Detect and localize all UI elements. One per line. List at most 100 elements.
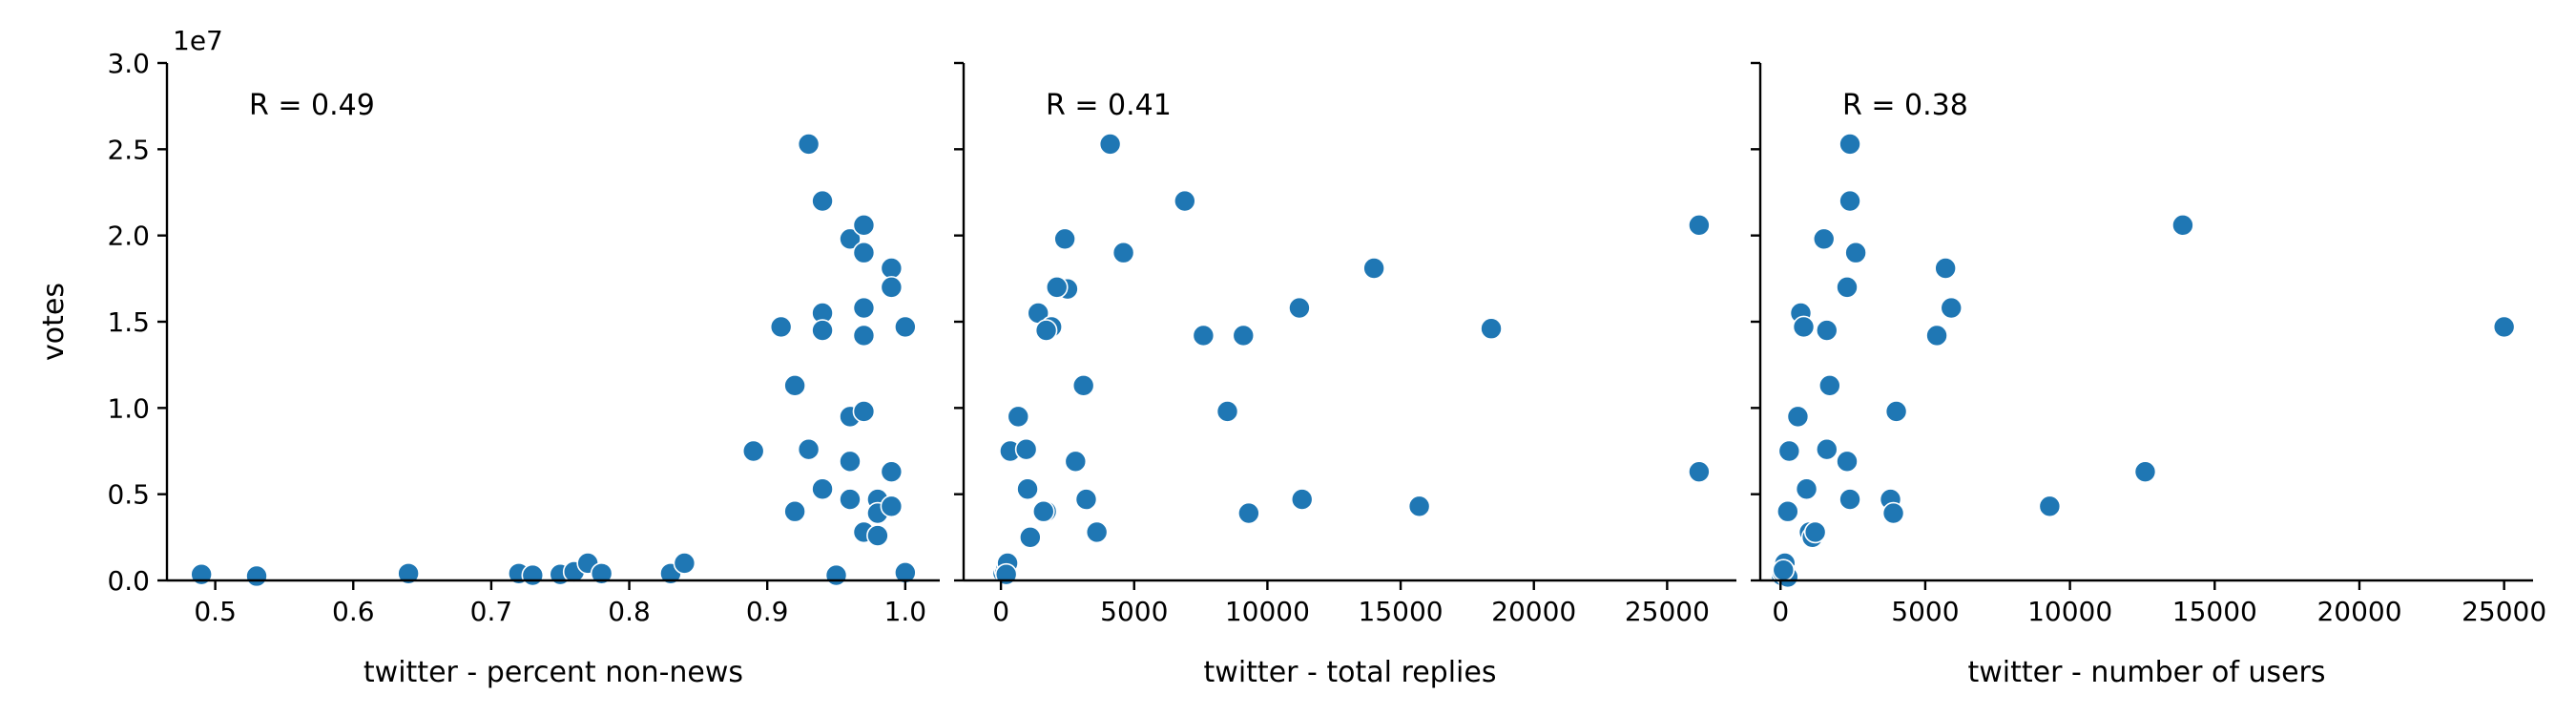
data-point bbox=[1940, 296, 1963, 320]
data-point bbox=[1290, 488, 1314, 511]
data-point bbox=[1034, 319, 1058, 342]
panel-3-points bbox=[1770, 133, 2516, 589]
data-point bbox=[852, 241, 876, 264]
data-point bbox=[1836, 450, 1859, 474]
x-tick-label: 1.0 bbox=[884, 596, 927, 627]
panels: 0.5 0.6 0.7 0.8 0.9 1.0 twitter - percent non-… bbox=[157, 61, 2546, 689]
data-point bbox=[1812, 227, 1836, 251]
x-tick-label: 25000 bbox=[2462, 596, 2546, 627]
data-point bbox=[1111, 241, 1135, 264]
data-point bbox=[783, 499, 806, 523]
x-tick-label: 10000 bbox=[1225, 596, 1310, 627]
x-axis-label: twitter - number of users bbox=[1968, 656, 2326, 689]
data-point bbox=[880, 495, 904, 518]
correlation-annotation: R = 0.41 bbox=[1046, 89, 1172, 122]
x-tick-label: 5000 bbox=[1891, 596, 1959, 627]
x-tick-label: 0.9 bbox=[746, 596, 789, 627]
x-tick-label: 0.5 bbox=[194, 596, 237, 627]
data-point bbox=[1031, 499, 1055, 523]
data-point bbox=[1839, 133, 1861, 156]
data-point bbox=[1014, 437, 1038, 461]
data-point bbox=[1815, 437, 1839, 461]
data-point bbox=[1777, 439, 1801, 463]
x-tick-label: 0.6 bbox=[332, 596, 375, 627]
data-point bbox=[2133, 460, 2157, 483]
data-point bbox=[1881, 501, 1905, 525]
data-point bbox=[673, 552, 696, 575]
x-tick-label: 20000 bbox=[1491, 596, 1576, 627]
data-point bbox=[1215, 400, 1239, 423]
data-point bbox=[811, 189, 834, 213]
data-point bbox=[1818, 374, 1841, 397]
data-point bbox=[839, 488, 862, 511]
data-point bbox=[190, 562, 213, 586]
y-axis-offset-text: 1e7 bbox=[173, 25, 223, 56]
data-point bbox=[1064, 450, 1088, 474]
x-axis-label: twitter - percent non-news bbox=[364, 656, 743, 689]
data-point bbox=[1192, 324, 1215, 347]
data-point bbox=[1688, 460, 1711, 483]
panel-2-points bbox=[991, 133, 1711, 586]
data-point bbox=[1934, 257, 1957, 280]
data-point bbox=[1839, 189, 1861, 213]
data-point bbox=[1098, 133, 1122, 156]
data-point bbox=[797, 437, 821, 461]
x-tick-label: 20000 bbox=[2316, 596, 2401, 627]
data-point bbox=[1688, 214, 1711, 237]
panel-3: 0 5000 10000 15000 20000 25000 twitter - numbe… bbox=[1751, 61, 2546, 689]
data-point bbox=[866, 524, 889, 547]
y-tick-label: 3.0 bbox=[107, 48, 150, 79]
data-point bbox=[852, 400, 876, 423]
y-tick-label: 2.0 bbox=[107, 221, 150, 252]
y-tick-group: 0.0 0.5 1.0 1.5 2.0 2.5 3.0 bbox=[107, 48, 150, 597]
data-point bbox=[1288, 296, 1311, 320]
data-point bbox=[590, 561, 613, 585]
data-point bbox=[994, 562, 1018, 586]
y-tick-label: 1.5 bbox=[107, 306, 150, 338]
data-point bbox=[1792, 315, 1816, 339]
data-point bbox=[769, 315, 793, 339]
panel-1: 0.5 0.6 0.7 0.8 0.9 1.0 twitter - percent non-… bbox=[157, 61, 940, 689]
x-tick-label: 0.8 bbox=[608, 596, 651, 627]
data-point bbox=[839, 227, 862, 251]
data-point bbox=[397, 561, 420, 585]
data-point bbox=[245, 564, 268, 588]
data-point bbox=[1786, 405, 1810, 429]
data-point bbox=[1237, 501, 1260, 525]
data-point bbox=[1007, 405, 1030, 429]
data-point bbox=[2492, 315, 2516, 339]
data-point bbox=[2171, 214, 2194, 237]
data-point bbox=[1016, 477, 1039, 501]
y-tick-label: 2.5 bbox=[107, 134, 150, 165]
data-point bbox=[797, 133, 821, 156]
data-point bbox=[894, 315, 917, 339]
data-point bbox=[852, 324, 876, 347]
y-axis-label: votes bbox=[37, 283, 71, 361]
y-tick-label: 0.0 bbox=[107, 565, 150, 597]
data-point bbox=[811, 319, 834, 342]
data-point bbox=[1815, 319, 1839, 342]
y-tick-label: 0.5 bbox=[107, 479, 150, 511]
x-tick-label: 5000 bbox=[1100, 596, 1168, 627]
correlation-annotation: R = 0.38 bbox=[1842, 89, 1968, 122]
data-point bbox=[1407, 495, 1431, 518]
correlation-annotation: R = 0.49 bbox=[249, 89, 375, 122]
data-point bbox=[1174, 189, 1196, 213]
data-point bbox=[880, 276, 904, 299]
data-point bbox=[2038, 495, 2062, 518]
data-point bbox=[1839, 488, 1861, 511]
panel-1-points bbox=[190, 133, 917, 588]
data-point bbox=[1803, 520, 1827, 544]
panel-2: 0 5000 10000 15000 20000 25000 twitter - total… bbox=[954, 61, 1736, 689]
x-tick-label: 25000 bbox=[1625, 596, 1710, 627]
data-point bbox=[741, 439, 765, 463]
data-point bbox=[1772, 558, 1796, 581]
y-axis: votes 1e7 0.0 0.5 1.0 1.5 2.0 2.5 3.0 bbox=[37, 25, 223, 597]
x-tick-label: 0 bbox=[992, 596, 1009, 627]
data-point bbox=[839, 450, 862, 474]
data-point bbox=[880, 257, 904, 280]
data-point bbox=[852, 214, 876, 237]
data-point bbox=[1844, 241, 1867, 264]
x-tick-label: 15000 bbox=[1359, 596, 1444, 627]
y-tick-label: 1.0 bbox=[107, 392, 150, 424]
